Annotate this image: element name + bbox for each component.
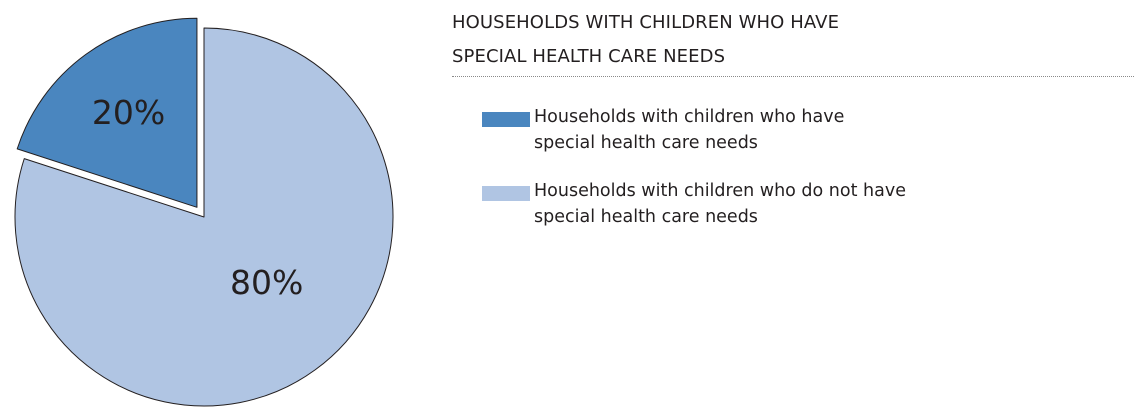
legend-label-special-needs-line-2: special health care needs xyxy=(534,133,758,153)
pie-label-no-special-needs: 80% xyxy=(230,263,303,302)
chart-title-line-1: HOUSEHOLDS WITH CHILDREN WHO HAVE xyxy=(452,12,840,33)
legend-label-no-special-needs-line-1: Households with children who do not have xyxy=(534,181,906,201)
legend-item-special-needs: Households with children who have specia… xyxy=(482,104,1122,156)
chart-title: HOUSEHOLDS WITH CHILDREN WHO HAVE SPECIA… xyxy=(452,6,1134,77)
legend-item-no-special-needs: Households with children who do not have… xyxy=(482,178,1122,230)
legend-label-no-special-needs-line-2: special health care needs xyxy=(534,207,758,227)
legend: Households with children who have specia… xyxy=(482,104,1122,252)
pie-slice-special-needs xyxy=(16,17,198,208)
pie-chart: 20% 80% xyxy=(14,17,394,407)
legend-label-special-needs-line-1: Households with children who have xyxy=(534,107,845,127)
pie-label-special-needs: 20% xyxy=(92,93,165,132)
pie-slice-no-special-needs xyxy=(14,27,394,407)
legend-swatch-special-needs xyxy=(482,112,530,127)
legend-swatch-no-special-needs xyxy=(482,186,530,201)
chart-title-line-2: SPECIAL HEALTH CARE NEEDS xyxy=(452,46,726,67)
